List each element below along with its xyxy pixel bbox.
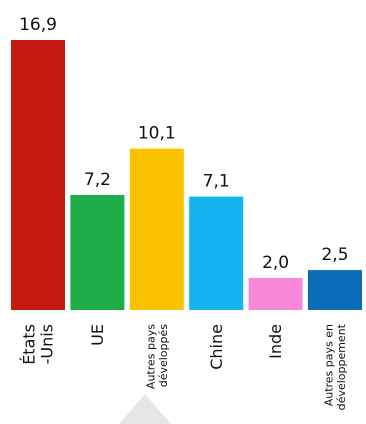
value-labels-group: 16,9 7,2 10,1 7,1 2,0 2,5: [19, 15, 348, 273]
value-label-2: 10,1: [138, 124, 176, 144]
value-label-0: 16,9: [19, 15, 57, 35]
category-label-4-line-0: Inde: [266, 324, 285, 359]
value-label-1: 7,2: [84, 170, 111, 190]
bars-group: [11, 40, 362, 310]
svg-text:États-Unis: États-Unis: [20, 324, 57, 365]
watermark-triangle: [119, 394, 171, 424]
category-label-2: Autres paysdéveloppés: [144, 324, 170, 389]
svg-text:Inde: Inde: [266, 324, 285, 359]
value-label-5: 2,5: [321, 245, 348, 265]
category-label-0-line-0: États: [20, 324, 39, 365]
svg-text:Chine: Chine: [207, 324, 226, 370]
bar-0: [11, 40, 65, 310]
category-label-0-line-1: -Unis: [38, 324, 57, 364]
category-label-2-line-1: développés: [157, 324, 170, 388]
category-label-3: Chine: [207, 324, 226, 370]
category-label-5-line-0: Autres pays en: [323, 324, 336, 406]
value-label-4: 2,0: [262, 253, 289, 273]
category-label-2-line-0: Autres pays: [144, 324, 157, 389]
bar-2: [129, 148, 184, 310]
svg-text:Autres paysdéveloppés: Autres paysdéveloppés: [144, 324, 170, 389]
value-label-3: 7,1: [203, 172, 230, 192]
bar-4: [248, 278, 303, 310]
category-label-5-line-1: développement: [335, 323, 348, 410]
category-label-0: États-Unis: [20, 324, 57, 365]
svg-text:Autres pays endéveloppement: Autres pays endéveloppement: [323, 323, 349, 410]
bar-5: [308, 270, 362, 310]
category-label-1: UE: [88, 324, 107, 346]
category-label-1-line-0: UE: [88, 324, 107, 346]
bar-1: [70, 195, 125, 310]
category-label-5: Autres pays endéveloppement: [323, 323, 349, 410]
category-label-3-line-0: Chine: [207, 324, 226, 370]
category-labels-group: États-Unis UE Autres paysdéveloppés Chine In…: [20, 323, 349, 410]
bar-3: [189, 196, 244, 310]
svg-text:UE: UE: [88, 324, 107, 346]
category-label-4: Inde: [266, 324, 285, 359]
